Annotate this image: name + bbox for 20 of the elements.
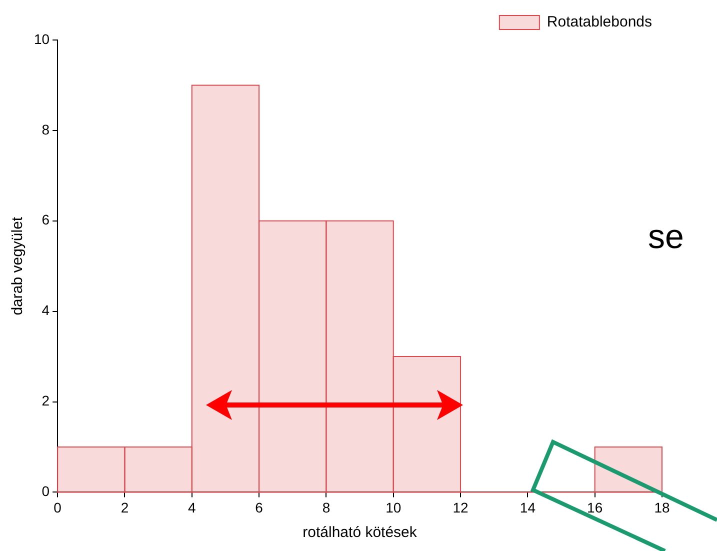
x-tick-label: 8 (322, 499, 330, 516)
y-tick-label: 2 (42, 392, 50, 409)
x-tick-label: 14 (520, 499, 536, 516)
x-tick-label: 18 (654, 499, 670, 516)
x-tick-label: 0 (54, 499, 62, 516)
x-axis-title: rotálható kötések (302, 524, 418, 542)
y-tick-label: 0 (42, 483, 50, 500)
annotation: se (648, 218, 684, 257)
x-tick-label: 2 (120, 499, 129, 516)
y-tick-label: 8 (42, 121, 50, 138)
y-tick-label: 6 (42, 212, 50, 228)
y-tick-label: 4 (42, 302, 50, 318)
x-tick-label: 16 (587, 499, 603, 516)
x-tick-label: 10 (386, 499, 402, 516)
x-tick-label: 6 (255, 499, 264, 516)
x-tick-label: 12 (452, 499, 469, 516)
x-tick-label: 4 (188, 499, 196, 516)
y-axis-title: darab vegyület (9, 216, 26, 316)
y-tick-label: 10 (34, 30, 50, 47)
legend-label: Rotatablebonds (546, 14, 652, 31)
